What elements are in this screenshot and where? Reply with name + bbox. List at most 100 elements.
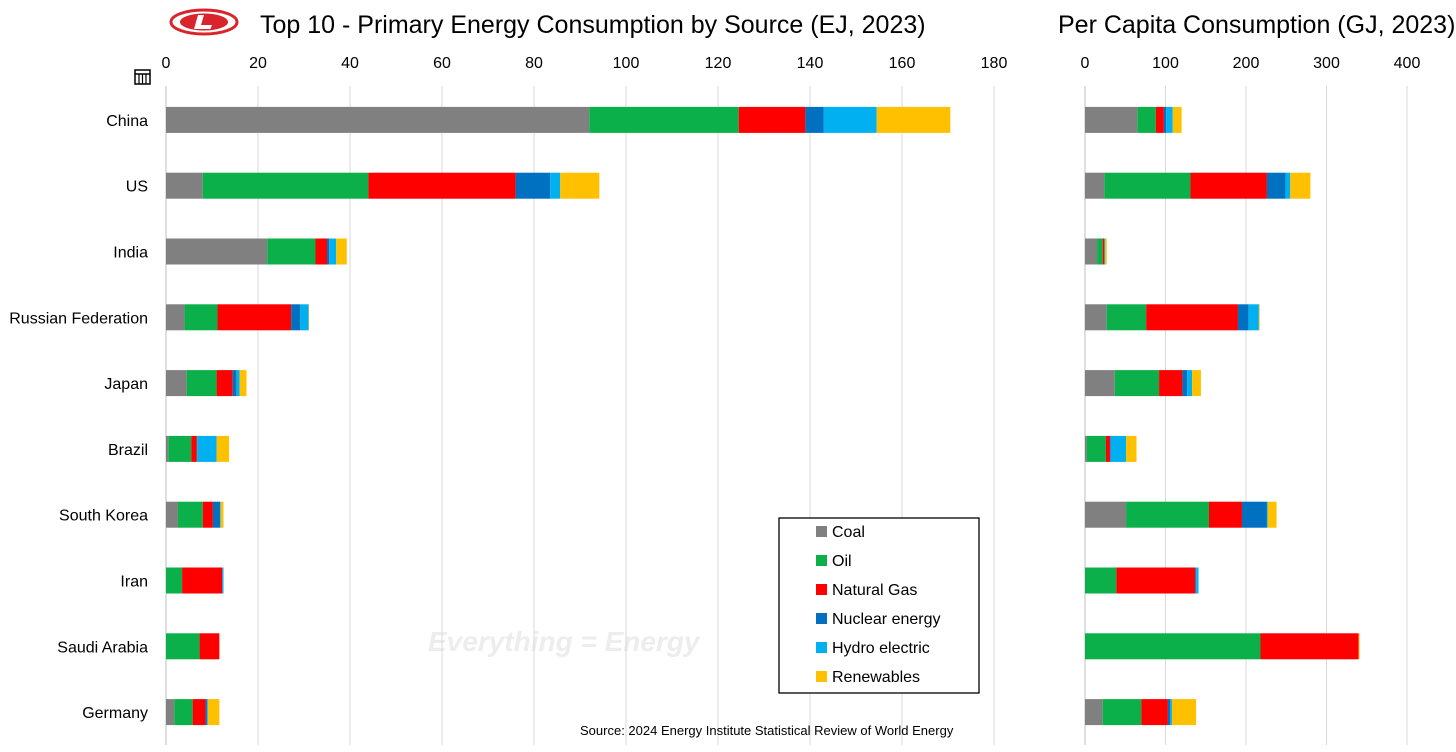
main-bar-natural-gas (182, 567, 223, 594)
main-tick-label: 60 (433, 55, 451, 72)
per-capita-bar-coal (1085, 370, 1115, 397)
main-bar-nuclear-energy (515, 172, 551, 199)
main-bar-oil (168, 435, 192, 462)
category-label: Saudi Arabia (57, 639, 148, 656)
per-capita-bar-hydro-electric (1196, 567, 1199, 594)
category-label: Germany (82, 705, 148, 722)
per-capita-bar-coal (1085, 501, 1127, 528)
per-capita-bar-renewables (1105, 238, 1107, 265)
main-bar-renewables (239, 370, 247, 397)
per-capita-bar-nuclear-energy (1167, 699, 1171, 726)
per-capita-tick-label: 400 (1394, 55, 1421, 72)
per-capita-bar-coal (1085, 699, 1103, 726)
main-bar-nuclear-energy (212, 501, 221, 528)
main-bar-renewables (216, 435, 230, 462)
main-bar-oil (166, 567, 183, 594)
per-capita-bar-renewables (1358, 633, 1360, 660)
per-capita-bar-hydro-electric (1285, 172, 1291, 199)
category-label: China (106, 113, 148, 130)
per-capita-chart-title: Per Capita Consumption (GJ, 2023) (1058, 11, 1455, 39)
main-bar-natural-gas (738, 106, 806, 133)
per-capita-bar-oil (1085, 633, 1261, 660)
main-tick-label: 40 (341, 55, 359, 72)
per-capita-bar-coal (1085, 172, 1105, 199)
main-bar-natural-gas (216, 370, 233, 397)
per-capita-bar-renewables (1126, 435, 1137, 462)
per-capita-bar-oil (1114, 370, 1160, 397)
main-bar-coal (166, 172, 203, 199)
per-capita-tick-label: 100 (1152, 55, 1179, 72)
per-capita-bar-oil (1085, 567, 1117, 594)
main-tick-label: 160 (889, 55, 916, 72)
per-capita-bar-hydro-electric (1110, 435, 1127, 462)
per-capita-bar-coal (1085, 238, 1098, 265)
per-capita-bar-nuclear-energy (1163, 106, 1167, 133)
main-bar-oil (202, 172, 369, 199)
per-capita-bar-hydro-electric (1266, 501, 1268, 528)
per-capita-bar-natural-gas (1102, 238, 1105, 265)
per-capita-bar-renewables (1258, 304, 1260, 331)
legend-swatch (816, 642, 827, 653)
per-capita-bar-natural-gas (1105, 435, 1110, 462)
legend-swatch (816, 671, 827, 682)
per-capita-bar-hydro-electric (1104, 238, 1106, 265)
per-capita-bar-hydro-electric (1166, 106, 1173, 133)
per-capita-bar-natural-gas (1190, 172, 1267, 199)
legend-box (778, 517, 980, 694)
table-icon (134, 69, 151, 85)
per-capita-bar-natural-gas (1155, 106, 1164, 133)
main-tick-label: 120 (705, 55, 732, 72)
per-capita-bar-nuclear-energy (1241, 501, 1267, 528)
per-capita-bar-oil (1086, 435, 1106, 462)
legend-swatch (816, 555, 827, 566)
bars-layer (166, 106, 1360, 726)
main-bar-nuclear-energy (327, 238, 330, 265)
per-capita-bar-coal (1085, 304, 1107, 331)
main-bar-nuclear-energy (205, 699, 207, 726)
main-bar-natural-gas (191, 435, 197, 462)
main-bar-natural-gas (368, 172, 516, 199)
main-bar-hydro-electric (300, 304, 309, 331)
main-bar-oil (177, 501, 203, 528)
category-label: South Korea (59, 508, 148, 525)
per-capita-bar-nuclear-energy (1237, 304, 1249, 331)
main-bar-coal (166, 435, 169, 462)
main-bar-natural-gas (202, 501, 213, 528)
per-capita-bar-oil (1137, 106, 1156, 133)
main-bar-coal (166, 238, 268, 265)
per-capita-tick-label: 0 (1081, 55, 1090, 72)
per-capita-bar-natural-gas (1116, 567, 1196, 594)
main-bar-renewables (336, 238, 347, 265)
per-capita-bar-nuclear-energy (1109, 435, 1111, 462)
main-bar-natural-gas (199, 633, 220, 660)
per-capita-bar-renewables (1290, 172, 1311, 199)
main-tick-label: 20 (249, 55, 267, 72)
legend-items: Coal Oil Natural Gas Nuclear energy Hydro el… (816, 524, 941, 686)
main-bar-renewables (207, 699, 220, 726)
per-capita-tick-label: 200 (1233, 55, 1260, 72)
legend-label: Natural Gas (832, 582, 917, 599)
per-capita-bar-renewables (1192, 370, 1201, 397)
per-capita-bar-hydro-electric (1187, 370, 1193, 397)
red-oval-l-logo-icon (169, 8, 239, 36)
per-capita-bar-nuclear-energy (1266, 172, 1286, 199)
per-capita-bar-coal (1085, 435, 1087, 462)
legend: Coal Oil Natural Gas Nuclear energy Hydro el… (778, 517, 980, 694)
main-bar-hydro-electric (197, 435, 217, 462)
main-bar-oil (174, 699, 193, 726)
per-capita-bar-natural-gas (1141, 699, 1168, 726)
category-label: US (126, 179, 148, 196)
legend-label: Nuclear energy (832, 611, 941, 628)
per-capita-bar-nuclear-energy (1182, 370, 1188, 397)
main-bar-coal (166, 370, 187, 397)
source-note: Source: 2024 Energy Institute Statistica… (580, 723, 954, 738)
main-bar-oil (589, 106, 739, 133)
main-bar-natural-gas (217, 304, 292, 331)
per-capita-bar-oil (1106, 304, 1147, 331)
per-capita-bar-renewables (1172, 106, 1182, 133)
category-label: Russian Federation (9, 310, 148, 327)
per-capita-bar-renewables (1267, 501, 1277, 528)
main-bar-coal (166, 106, 590, 133)
main-tick-label: 100 (613, 55, 640, 72)
